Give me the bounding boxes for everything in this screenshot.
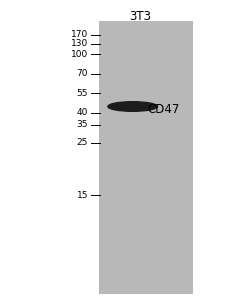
- Text: 40: 40: [77, 108, 88, 117]
- Text: 70: 70: [77, 69, 88, 78]
- Text: 15: 15: [77, 190, 88, 200]
- Bar: [99, 21, 193, 294]
- Text: 25: 25: [77, 138, 88, 147]
- Text: 100: 100: [71, 50, 88, 58]
- Text: 3T3: 3T3: [129, 11, 151, 23]
- Ellipse shape: [108, 102, 157, 111]
- Text: 170: 170: [71, 30, 88, 39]
- Text: 35: 35: [77, 120, 88, 129]
- Text: 130: 130: [71, 39, 88, 48]
- Text: CD47: CD47: [148, 103, 180, 116]
- Text: 55: 55: [77, 88, 88, 98]
